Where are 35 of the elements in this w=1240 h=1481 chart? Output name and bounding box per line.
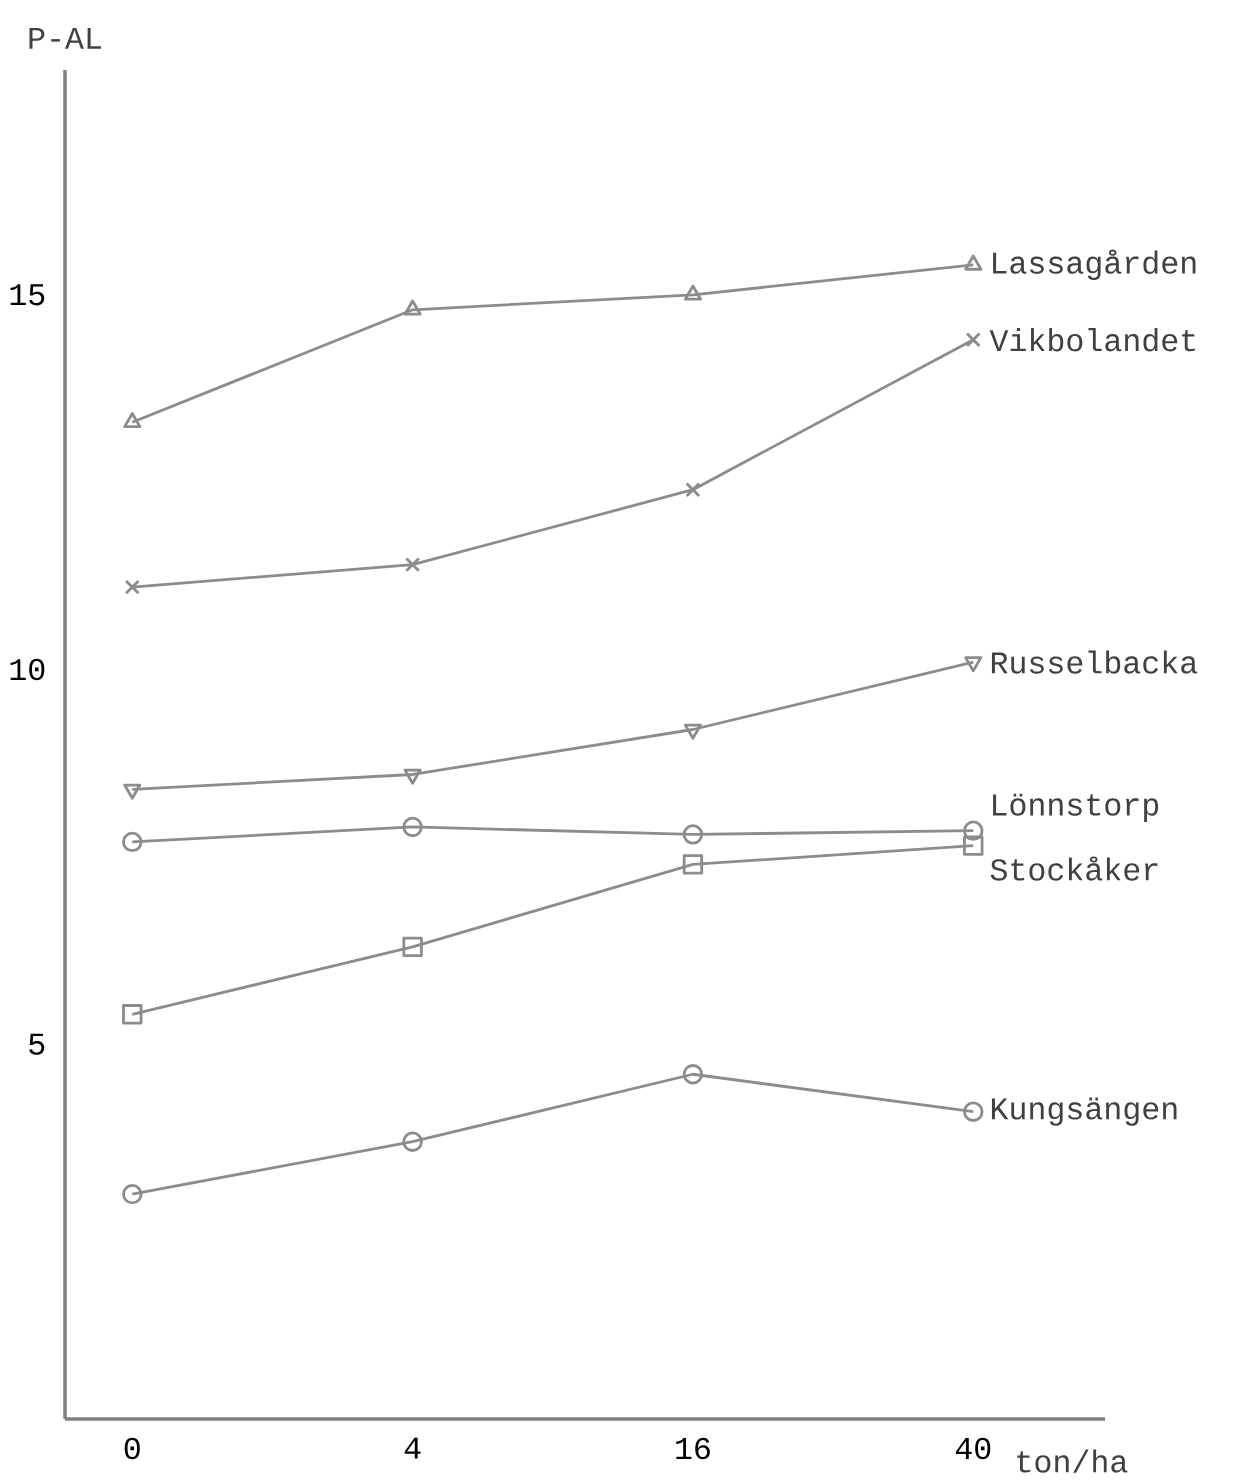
point [683, 723, 702, 740]
series-label: Stockåker [990, 856, 1158, 881]
series-label: Vikbolandet [989, 328, 1195, 352]
point [682, 1064, 704, 1085]
point [404, 557, 421, 573]
y-tick-label: 15 [10, 284, 45, 306]
point [402, 816, 423, 838]
point [682, 824, 704, 845]
point [963, 1101, 984, 1122]
x-tick-label: 16 [676, 1437, 710, 1460]
point [122, 831, 143, 853]
series-label: Kungsängen [991, 1097, 1177, 1126]
point [122, 1004, 143, 1025]
x-tick-label: 40 [955, 1437, 991, 1460]
point [123, 412, 142, 429]
point [403, 768, 422, 785]
y-axis-title: P-AL [29, 27, 101, 49]
point [122, 1183, 143, 1205]
point [402, 936, 423, 958]
point [123, 783, 142, 800]
y-tick-label: 10 [10, 658, 45, 681]
point [124, 579, 140, 595]
point [402, 1131, 423, 1152]
series-label: Russelbacka [991, 650, 1198, 674]
point [963, 820, 984, 841]
y-tick-label: 5 [29, 1033, 45, 1055]
point [682, 854, 704, 875]
x-tick-label: 0 [124, 1437, 140, 1460]
series-label: Lönnstorp [993, 793, 1159, 822]
x-axis-title: ton/ha [1017, 1449, 1128, 1473]
series-label: Lassagården [993, 249, 1196, 281]
point [963, 835, 984, 856]
point [965, 332, 981, 348]
x-tick-label: 4 [404, 1437, 421, 1459]
point [685, 482, 701, 498]
